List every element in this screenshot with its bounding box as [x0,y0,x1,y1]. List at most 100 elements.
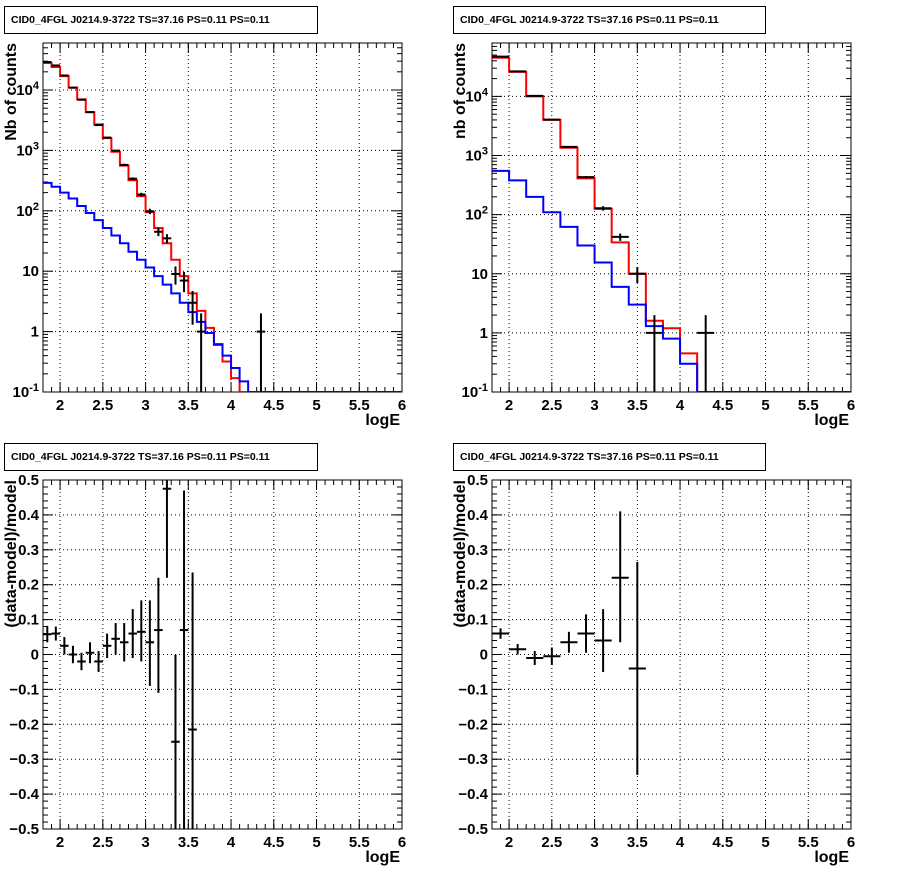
data-point [543,118,561,121]
grid-lines [492,480,851,829]
data-point [119,163,129,167]
x-tick-label: 2 [56,397,64,414]
residual-point [628,562,646,775]
chart-title: CID0_4FGL J0214.9-3722 TS=37.16 PS=0.11 … [4,443,318,471]
plot-area [43,61,402,392]
x-tick-label: 4.5 [712,834,733,851]
plot-area [492,511,646,775]
y-tick-label: −0.2 [458,716,488,733]
y-tick-label: 104 [465,86,489,105]
residual-point [77,652,86,671]
data-point [85,111,95,114]
residual-point [68,645,78,664]
y-tick-label: 0.3 [467,542,488,559]
y-tick-label: 102 [465,205,488,224]
y-tick-label: 10-1 [13,382,39,401]
y-tick-label: 10-1 [462,382,488,401]
x-tick-label: 2.5 [541,397,562,414]
y-tick-label: 102 [16,201,39,220]
y-tick-label: −0.5 [9,821,39,838]
residual-point [171,654,180,829]
grid-lines [43,43,402,392]
plot-frame [491,479,852,830]
x-tick-label: 5.5 [798,834,819,851]
x-tick-label: 2.5 [92,834,113,851]
x-tick-label: 4 [676,834,685,851]
data-point [162,234,172,244]
x-tick-label: 6 [847,834,855,851]
y-tick-label: 0.2 [18,577,39,594]
x-tick-label: 5.5 [349,834,370,851]
y-tick-label: −0.4 [458,786,488,803]
x-tick-label: 3.5 [627,834,648,851]
x-tick-label: 2 [505,397,513,414]
plot-area [43,480,197,829]
residual-point [611,511,629,643]
data-point [697,315,715,392]
chart-panel-3: 2 2.5 3 3.5 4 4.5 5 5.5 6 −0.5 −0.4 −0.3 −0.2 −0.1 0 0.… [3,472,406,866]
data-point [94,124,103,127]
x-tick-label: 3.5 [178,397,199,414]
x-tick-label: 3 [590,397,598,414]
y-tick-label: 10 [22,263,39,280]
x-tick-label: 5 [312,834,320,851]
data-point [560,145,578,148]
x-tick-label: 3.5 [627,397,648,414]
chart-panel-4: 2 2.5 3 3.5 4 4.5 5 5.5 6 −0.5 −0.4 −0.3 −0.2 −0.1 0 0.… [452,472,855,866]
y-tick-label: 0 [480,647,488,664]
residual-point [154,577,163,693]
data-point [128,177,138,181]
y-tick-label: 103 [16,140,39,159]
data-point [68,86,78,89]
residual-point [543,647,561,665]
y-tick-label: 0.1 [18,612,39,629]
residual-point [60,637,69,655]
grid-lines [43,480,402,829]
y-tick-label: 1 [480,325,488,342]
y-tick-label: 0.4 [18,507,40,524]
x-tick-label: 2 [505,834,513,851]
residual-point [145,600,155,686]
data-point [77,98,86,101]
y-tick-label: 0.2 [467,577,488,594]
x-axis-label: logE [814,412,849,429]
x-tick-label: 4 [227,397,236,414]
residual-point [526,651,544,665]
x-tick-label: 4 [676,397,685,414]
residual-point [85,642,95,664]
x-tick-label: 3 [141,397,149,414]
y-tick-label: −0.5 [458,821,488,838]
plot-frame [42,42,403,393]
x-tick-label: 2 [56,834,64,851]
y-tick-label: 0.5 [467,472,488,489]
data-point [188,291,197,325]
data-point [179,271,189,293]
y-tick-label: −0.3 [458,751,488,768]
chart-title: CID0_4FGL J0214.9-3722 TS=37.16 PS=0.11 … [453,443,766,471]
residual-point [162,480,172,578]
y-tick-label: −0.3 [9,751,39,768]
x-tick-label: 6 [398,397,406,414]
y-tick-label: 0.3 [18,542,39,559]
data-point [154,227,163,237]
x-tick-label: 4.5 [712,397,733,414]
x-tick-label: 3.5 [178,834,199,851]
residual-point [119,623,129,662]
x-tick-label: 5.5 [798,397,819,414]
data-point [145,208,155,215]
x-tick-label: 4.5 [263,834,284,851]
data-point [111,149,120,152]
chart-title: CID0_4FGL J0214.9-3722 TS=37.16 PS=0.11 … [453,6,766,34]
data-point [196,313,206,392]
data-point [171,266,180,285]
x-tick-label: 6 [398,834,406,851]
residual-point [560,631,578,653]
y-tick-label: −0.2 [9,716,39,733]
residual-point [179,490,189,829]
residual-point [111,623,120,655]
y-tick-label: −0.1 [458,681,488,698]
x-tick-label: 3 [590,834,598,851]
y-tick-label: 0.1 [467,612,488,629]
grid-lines [492,43,851,392]
x-tick-label: 3 [141,834,149,851]
